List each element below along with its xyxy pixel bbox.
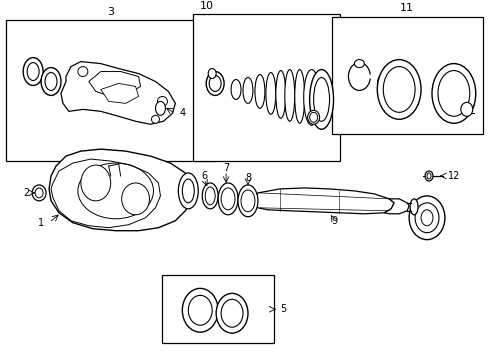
Text: 4: 4 (179, 108, 185, 118)
Ellipse shape (383, 67, 415, 112)
Ellipse shape (304, 69, 319, 125)
Ellipse shape (427, 173, 431, 179)
Text: 1: 1 (38, 218, 44, 228)
Ellipse shape (32, 185, 46, 201)
Ellipse shape (276, 71, 286, 118)
Ellipse shape (78, 67, 88, 77)
Ellipse shape (188, 295, 212, 325)
Ellipse shape (461, 102, 473, 116)
Polygon shape (255, 188, 394, 214)
Ellipse shape (45, 73, 57, 90)
Ellipse shape (241, 190, 255, 212)
Ellipse shape (310, 69, 334, 129)
Text: 12: 12 (448, 171, 460, 181)
Ellipse shape (208, 68, 216, 78)
Ellipse shape (221, 299, 243, 327)
Polygon shape (101, 84, 139, 103)
Ellipse shape (255, 75, 265, 108)
Ellipse shape (377, 60, 421, 119)
Ellipse shape (27, 63, 39, 81)
Ellipse shape (421, 210, 433, 226)
Ellipse shape (122, 183, 149, 215)
Ellipse shape (35, 188, 43, 198)
Ellipse shape (205, 187, 215, 205)
Ellipse shape (425, 171, 433, 181)
Ellipse shape (41, 68, 61, 95)
Ellipse shape (218, 183, 238, 215)
Ellipse shape (409, 196, 445, 240)
Ellipse shape (155, 102, 166, 115)
Ellipse shape (438, 71, 470, 116)
Ellipse shape (216, 293, 248, 333)
Ellipse shape (231, 80, 241, 99)
Ellipse shape (310, 112, 318, 122)
Ellipse shape (182, 288, 218, 332)
Ellipse shape (415, 203, 439, 233)
Bar (332, 17, 483, 134)
Polygon shape (384, 199, 409, 214)
Bar (193, 14, 341, 161)
Ellipse shape (285, 69, 294, 121)
Ellipse shape (243, 77, 253, 103)
Polygon shape (49, 149, 192, 231)
Ellipse shape (78, 163, 153, 219)
Ellipse shape (157, 96, 168, 106)
Ellipse shape (294, 69, 305, 123)
Bar (163, 275, 274, 343)
Text: 5: 5 (280, 304, 286, 314)
Ellipse shape (23, 58, 43, 85)
Text: 6: 6 (201, 171, 207, 181)
Ellipse shape (206, 72, 224, 95)
Ellipse shape (308, 110, 319, 124)
Text: 11: 11 (400, 3, 414, 13)
Polygon shape (89, 72, 141, 96)
Ellipse shape (314, 77, 330, 121)
Ellipse shape (151, 115, 159, 123)
Text: 3: 3 (107, 7, 114, 17)
Ellipse shape (81, 165, 111, 201)
Ellipse shape (432, 64, 476, 123)
Ellipse shape (410, 199, 418, 215)
Text: 7: 7 (223, 163, 229, 173)
Ellipse shape (266, 73, 276, 114)
Ellipse shape (238, 185, 258, 217)
Bar (6, 20, 215, 161)
Ellipse shape (202, 183, 218, 209)
Text: 2: 2 (23, 188, 29, 198)
Ellipse shape (221, 188, 235, 210)
Text: 10: 10 (200, 1, 214, 11)
Text: 9: 9 (331, 216, 338, 226)
Ellipse shape (354, 60, 365, 68)
Ellipse shape (178, 173, 198, 209)
Ellipse shape (182, 179, 194, 203)
Ellipse shape (209, 76, 221, 91)
Text: 8: 8 (245, 173, 251, 183)
Polygon shape (61, 62, 175, 124)
